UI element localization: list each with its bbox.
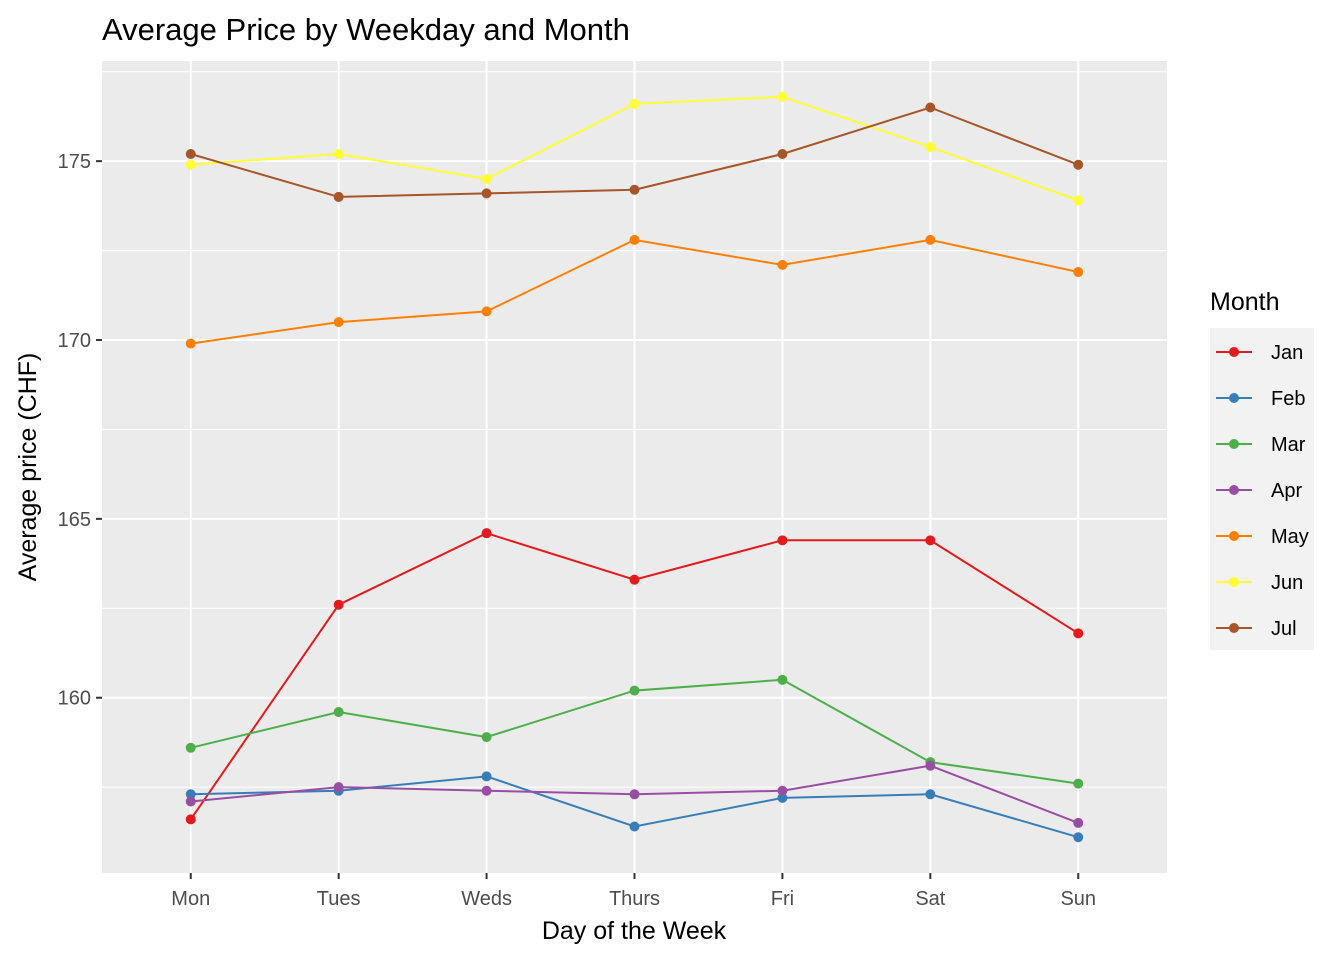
legend-item: May <box>1216 526 1309 548</box>
data-point <box>1073 195 1084 206</box>
legend-key-point <box>1229 531 1239 541</box>
y-axis: 160 165 170 175 <box>58 151 102 710</box>
legend-key-point <box>1229 485 1239 495</box>
legend-item: Jan <box>1216 342 1303 364</box>
data-point <box>925 234 936 245</box>
y-tick-label: 160 <box>58 688 91 710</box>
data-point <box>777 674 788 685</box>
data-point <box>925 102 936 113</box>
data-point <box>1073 159 1084 170</box>
y-axis-title: Average price (CHF) <box>14 353 42 582</box>
legend-label: Apr <box>1271 480 1302 502</box>
data-point <box>185 814 196 825</box>
x-axis-title: Day of the Week <box>542 917 727 945</box>
data-point <box>481 785 492 796</box>
data-point <box>333 149 344 160</box>
chart-title: Average Price by Weekday and Month <box>102 12 630 47</box>
data-point <box>777 785 788 796</box>
legend-item: Feb <box>1216 388 1305 410</box>
legend-label: Feb <box>1271 388 1305 410</box>
data-point <box>481 528 492 539</box>
data-point <box>333 599 344 610</box>
legend-item: Apr <box>1216 480 1302 502</box>
legend-item: Jul <box>1216 618 1297 640</box>
data-point <box>1073 267 1084 278</box>
x-tick-label: Mon <box>171 888 210 910</box>
legend-title: Month <box>1210 288 1279 316</box>
data-point <box>629 789 640 800</box>
data-point <box>481 732 492 743</box>
data-point <box>185 742 196 753</box>
data-point <box>777 259 788 270</box>
data-point <box>629 184 640 195</box>
legend-key-point <box>1229 577 1239 587</box>
data-point <box>777 535 788 546</box>
legend-key-point <box>1229 393 1239 403</box>
data-point <box>1073 832 1084 843</box>
data-point <box>333 317 344 328</box>
data-point <box>629 685 640 696</box>
series-jan <box>185 528 1084 825</box>
x-tick-label: Sat <box>915 888 945 910</box>
data-point <box>925 760 936 771</box>
data-point <box>185 338 196 349</box>
data-point <box>1073 817 1084 828</box>
legend-key-point <box>1229 347 1239 357</box>
data-point <box>925 141 936 152</box>
x-tick-label: Fri <box>771 888 794 910</box>
data-point <box>777 91 788 102</box>
data-point <box>185 796 196 807</box>
data-point <box>777 792 788 803</box>
data-point <box>481 188 492 199</box>
legend-label: Jan <box>1271 342 1303 364</box>
data-point <box>333 782 344 793</box>
data-point <box>481 771 492 782</box>
x-tick-label: Sun <box>1060 888 1096 910</box>
x-tick-label: Tues <box>317 888 361 910</box>
data-point <box>777 149 788 160</box>
legend-key-point <box>1229 623 1239 633</box>
x-tick-label: Thurs <box>609 888 660 910</box>
y-tick-label: 170 <box>58 330 91 352</box>
data-point <box>925 535 936 546</box>
legend-label: Jul <box>1271 618 1297 640</box>
legend: Month Jan Feb Mar Apr May Jun Jul <box>1210 288 1314 650</box>
data-point <box>629 821 640 832</box>
legend-item: Mar <box>1216 434 1306 456</box>
series-jun <box>185 91 1084 206</box>
legend-item: Jun <box>1216 572 1303 594</box>
legend-label: Jun <box>1271 572 1303 594</box>
legend-label: Mar <box>1271 434 1306 456</box>
series-apr <box>185 760 1084 828</box>
y-tick-label: 175 <box>58 151 91 173</box>
legend-label: May <box>1271 526 1309 548</box>
data-point <box>185 789 196 800</box>
data-point <box>481 306 492 317</box>
series-layer <box>185 91 1084 843</box>
data-point <box>629 98 640 109</box>
data-point <box>629 574 640 585</box>
y-tick-label: 165 <box>58 509 91 531</box>
data-point <box>925 789 936 800</box>
series-may <box>185 234 1084 349</box>
data-point <box>481 174 492 185</box>
legend-key-point <box>1229 439 1239 449</box>
x-tick-label: Weds <box>461 888 512 910</box>
x-axis: Mon Tues Weds Thurs Fri Sat Sun <box>171 873 1096 910</box>
series-jul <box>185 102 1084 202</box>
data-point <box>629 234 640 245</box>
data-point <box>185 149 196 160</box>
data-point <box>185 159 196 170</box>
data-point <box>333 191 344 202</box>
data-point <box>1073 778 1084 789</box>
data-point <box>1073 628 1084 639</box>
data-point <box>333 707 344 718</box>
